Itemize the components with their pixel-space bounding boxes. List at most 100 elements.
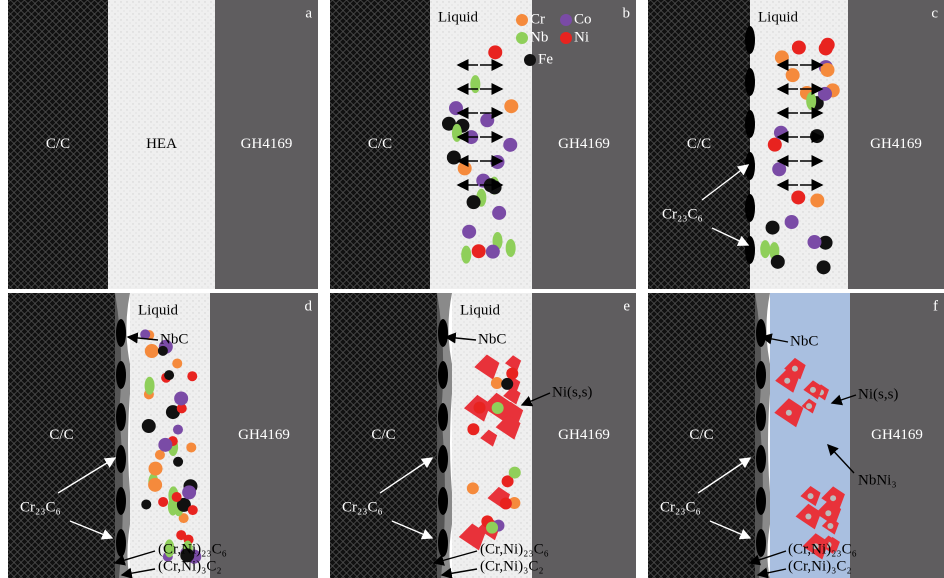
panel-letter: d <box>305 298 313 314</box>
annotation: Cr₂₃C₆ <box>342 499 383 515</box>
cr23c6-particle <box>756 361 766 389</box>
cc-label: C/C <box>687 136 711 152</box>
cc-label: C/C <box>689 427 713 443</box>
nbni3 <box>805 514 811 520</box>
cr23c6-particle <box>438 319 448 347</box>
nbni3 <box>792 366 798 372</box>
cr23c6-particle <box>756 529 766 557</box>
atom <box>467 482 479 494</box>
atom <box>467 423 479 435</box>
atom <box>506 368 518 380</box>
nbni3 <box>825 510 831 516</box>
annotation: (Cr,Ni)₂₃C₆ <box>480 541 549 557</box>
annotation: NbNi₃ <box>858 472 897 488</box>
atom <box>452 124 462 142</box>
atom <box>491 155 505 169</box>
atom <box>141 499 151 509</box>
cr23c6-particle <box>116 319 126 347</box>
legend-label: Ni <box>574 29 589 45</box>
annotation: NbC <box>160 331 188 347</box>
atom <box>500 497 512 509</box>
atom <box>492 206 506 220</box>
panel: C/C GH4169 c Liquid Cr₂₃C₆ <box>648 0 944 289</box>
atom <box>186 442 196 452</box>
atom <box>461 246 471 264</box>
atom <box>785 215 799 229</box>
cr23c6-particle <box>438 403 448 431</box>
annotation: (Cr,Ni)₂₃C₆ <box>158 541 227 557</box>
annotation: (Cr,Ni)₂₃C₆ <box>788 541 857 557</box>
atom <box>158 438 172 452</box>
atom <box>810 129 824 143</box>
nbni3 <box>808 493 814 499</box>
atom <box>174 391 188 405</box>
annotation: NbC <box>790 333 818 349</box>
hea-label: HEA <box>146 136 177 152</box>
annotation: (Cr,Ni)₃C₂ <box>788 558 852 574</box>
nbni3 <box>827 523 833 529</box>
atom <box>760 240 770 258</box>
cr23c6-particle <box>438 445 448 473</box>
gh4169-label: GH4169 <box>241 136 293 152</box>
panel: C/CGH4169fNbCNi(s,s)NbNi₃Cr₂₃C₆(Cr,Ni)₂₃… <box>648 293 944 578</box>
atom <box>791 190 805 204</box>
legend-swatch <box>560 32 572 44</box>
legend-swatch <box>524 54 536 66</box>
atom <box>504 99 518 113</box>
atom <box>492 402 504 414</box>
cr23c6-particle <box>116 445 126 473</box>
annotation: Cr₂₃C₆ <box>662 206 703 222</box>
annotation: Ni(s,s) <box>552 384 592 400</box>
atom <box>766 221 780 235</box>
atom <box>488 45 502 59</box>
atom <box>474 402 486 414</box>
nbni3 <box>806 403 812 409</box>
atom <box>491 377 503 389</box>
cr23c6-particle <box>438 529 448 557</box>
atom <box>470 75 480 93</box>
gh4169-label: GH4169 <box>870 136 922 152</box>
cc-label: C/C <box>368 136 392 152</box>
gh4169-label: GH4169 <box>238 427 290 443</box>
legend-label: Cr <box>530 11 545 27</box>
gh4169-label: GH4169 <box>558 427 610 443</box>
atom <box>145 344 159 358</box>
atom <box>187 371 197 381</box>
cr23c6-particle <box>438 361 448 389</box>
atom <box>480 113 494 127</box>
atom <box>182 485 196 499</box>
gh4169-label: GH4169 <box>558 136 610 152</box>
atom <box>149 462 163 476</box>
annotation: NbC <box>478 331 506 347</box>
atom <box>772 162 786 176</box>
nbni3 <box>830 495 836 501</box>
legend-label: Fe <box>538 51 553 67</box>
atom <box>145 377 155 395</box>
legend-label: Co <box>574 11 592 27</box>
atom <box>148 478 162 492</box>
panel-letter: c <box>931 5 938 21</box>
legend-swatch <box>516 14 528 26</box>
atom <box>458 161 472 175</box>
atom <box>806 92 816 110</box>
atom <box>768 138 782 152</box>
atom <box>506 239 516 257</box>
cc-label: C/C <box>49 427 73 443</box>
atom <box>503 138 517 152</box>
liquid-label: Liquid <box>438 9 478 25</box>
cr23c6-particle <box>745 236 755 264</box>
atom <box>509 467 521 479</box>
legend-swatch <box>560 14 572 26</box>
cr23c6-particle <box>438 487 448 515</box>
liquid-label: Liquid <box>758 9 798 25</box>
cr23c6-particle <box>116 361 126 389</box>
atom <box>810 193 824 207</box>
atom <box>467 195 481 209</box>
panel-letter: a <box>305 5 312 21</box>
atom <box>486 245 500 259</box>
atom <box>472 244 486 258</box>
atom <box>173 457 183 467</box>
atom <box>786 68 800 82</box>
